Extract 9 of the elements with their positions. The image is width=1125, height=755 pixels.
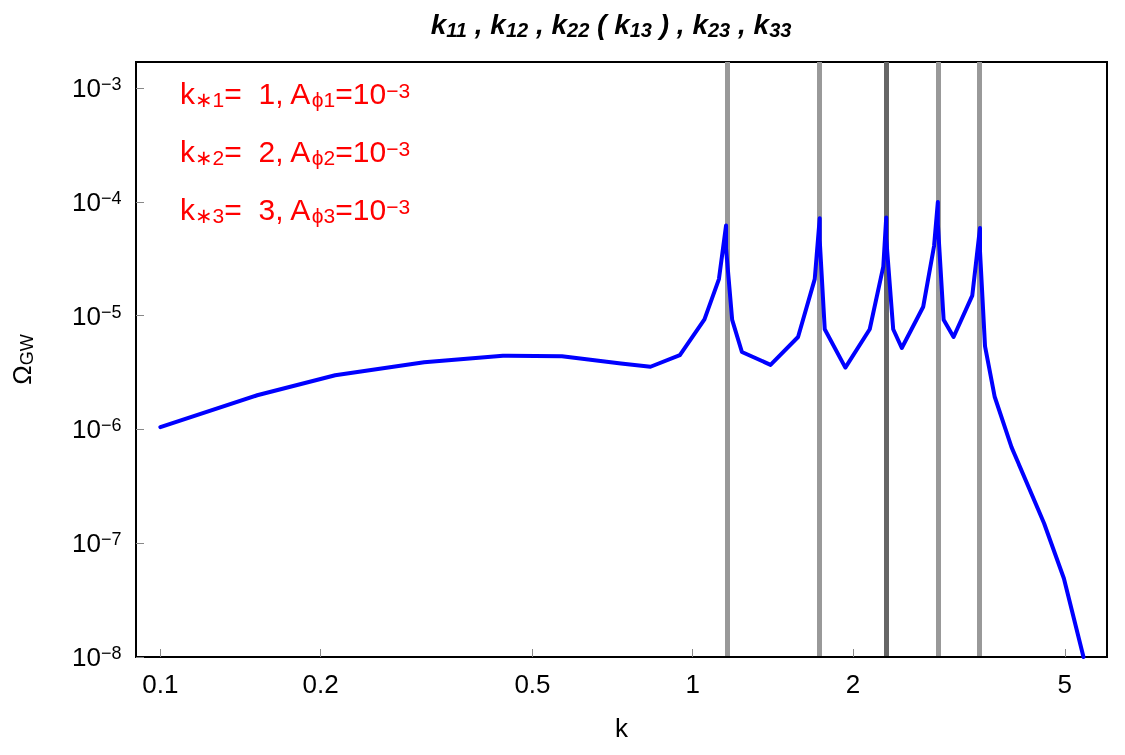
x-axis-title: k (615, 713, 629, 743)
y-axis-title: ΩGW (7, 334, 37, 385)
x-tick-label: 0.5 (514, 669, 551, 699)
x-tick-label: 1 (685, 669, 700, 699)
chart-title: k11 , k12 , k22 ( k13 ) , k23 , k33 (430, 9, 792, 41)
x-tick-label: 5 (1057, 669, 1073, 699)
x-tick-label: 2 (845, 669, 861, 699)
x-tick-label: 0.1 (142, 669, 179, 699)
x-tick-label: 0.2 (302, 669, 339, 699)
